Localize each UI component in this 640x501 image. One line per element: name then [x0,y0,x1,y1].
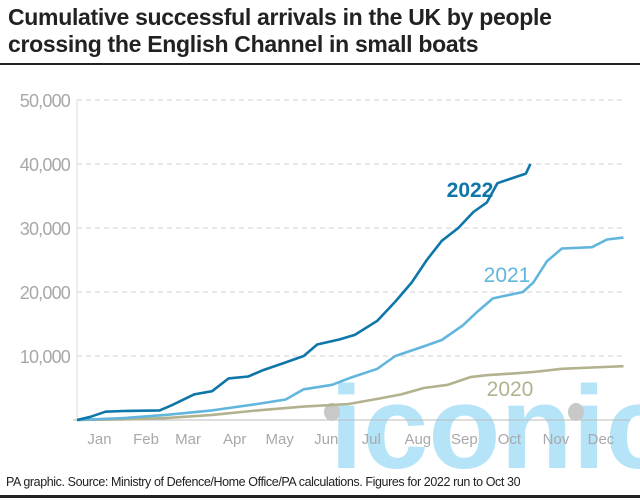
series-label-2022: 2022 [447,179,494,202]
x-tick-label: Jul [362,431,381,448]
series-label-2021: 2021 [484,264,531,287]
chart-title: Cumulative successful arrivals in the UK… [8,4,552,57]
y-tick-label: 50,000 [20,91,71,111]
y-tick-label: 20,000 [20,283,71,303]
y-tick-label: 10,000 [20,347,71,367]
marker-dot [568,403,584,421]
x-tick-label: Nov [543,431,570,448]
x-tick-label: Sep [451,431,478,448]
watermark: iconic [330,362,640,494]
x-tick-label: Aug [404,431,431,448]
x-tick-label: Jan [87,431,111,448]
series-line-2021 [76,236,624,422]
x-tick-label: May [266,431,295,448]
title-rule [0,63,640,65]
x-tick-label: Apr [223,431,246,448]
marker-dot [324,403,340,421]
series-line-2022 [76,163,532,422]
x-tick-label: Mar [175,431,201,448]
series-line-2020 [76,364,624,422]
x-tick-label: Dec [588,431,615,448]
y-tick-label: 30,000 [20,219,71,239]
x-tick-label: Oct [498,431,522,448]
series-label-2020: 2020 [487,378,534,401]
bottom-rule [0,495,640,498]
x-tick-label: Feb [133,431,159,448]
x-tick-label: Jun [314,431,338,448]
y-tick-label: 40,000 [20,155,71,175]
source-note: PA graphic. Source: Ministry of Defence/… [6,475,521,489]
